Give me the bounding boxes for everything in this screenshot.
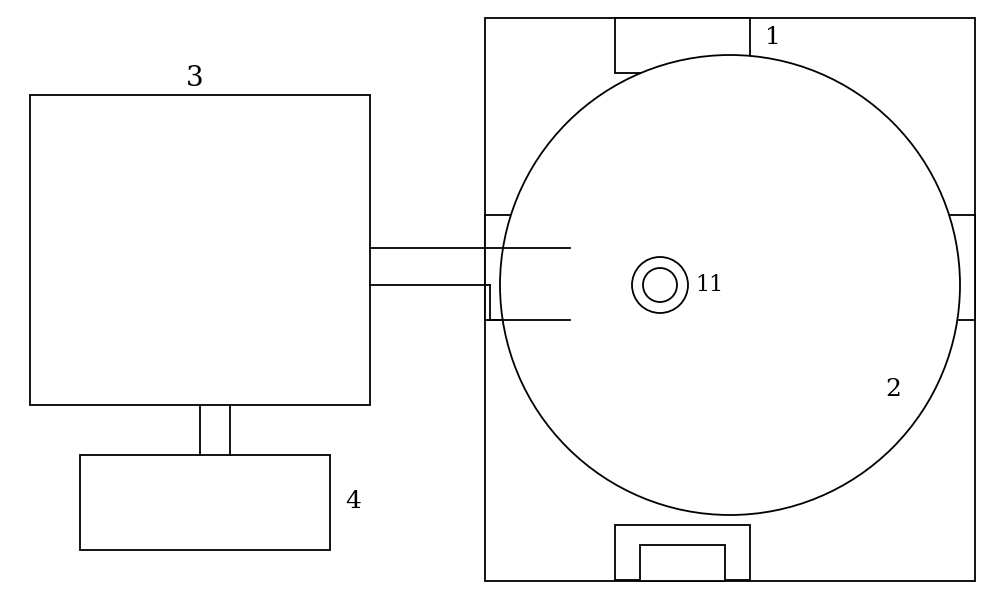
Text: 2: 2 bbox=[885, 379, 901, 402]
Bar bbox=[615, 525, 750, 580]
Bar bbox=[30, 95, 370, 405]
Text: 11: 11 bbox=[695, 274, 723, 296]
Circle shape bbox=[643, 268, 677, 302]
Bar bbox=[485, 215, 540, 320]
Circle shape bbox=[500, 55, 960, 515]
Bar bbox=[485, 18, 975, 581]
Bar bbox=[930, 215, 975, 320]
Text: 4: 4 bbox=[345, 490, 361, 513]
Bar bbox=[80, 455, 330, 550]
Circle shape bbox=[632, 257, 688, 313]
Text: 1: 1 bbox=[765, 27, 781, 50]
Text: 3: 3 bbox=[186, 65, 204, 91]
Bar bbox=[640, 545, 725, 581]
Bar bbox=[615, 18, 750, 73]
